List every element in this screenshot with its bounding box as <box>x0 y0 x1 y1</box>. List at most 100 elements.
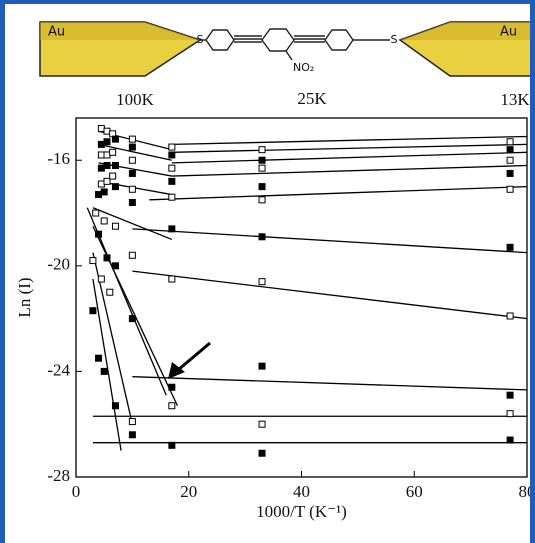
data-point <box>128 418 136 426</box>
data-point <box>258 196 266 204</box>
fit-line <box>149 185 528 201</box>
x-tick-label: 80 <box>519 482 535 501</box>
data-point <box>128 135 136 143</box>
data-point <box>103 151 111 159</box>
data-point <box>168 275 176 283</box>
data-point <box>506 156 514 164</box>
fit-line <box>98 162 172 177</box>
data-point <box>506 146 514 154</box>
data-point <box>506 243 514 251</box>
data-point <box>103 162 111 170</box>
atom-label: NO₂ <box>293 61 314 74</box>
temperature-label: 25K <box>297 89 327 108</box>
data-point <box>168 193 176 201</box>
data-point <box>168 143 176 151</box>
data-point <box>95 230 103 238</box>
molecule <box>200 28 390 61</box>
data-point <box>128 143 136 151</box>
x-tick-label: 60 <box>406 482 423 501</box>
x-tick-label: 0 <box>72 482 81 501</box>
data-point <box>128 315 136 323</box>
data-point <box>109 148 117 156</box>
electrode-shade <box>400 22 530 40</box>
data-point <box>128 431 136 439</box>
electrode-label: Au <box>48 25 65 40</box>
data-point <box>168 164 176 172</box>
data-point <box>97 140 105 148</box>
data-point <box>258 156 266 164</box>
data-point <box>111 402 119 410</box>
temperature-label: 100K <box>116 90 155 109</box>
data-point <box>97 151 105 159</box>
data-point <box>258 449 266 457</box>
data-point <box>103 138 111 146</box>
data-point <box>103 127 111 135</box>
x-axis-label: 1000/T (K⁻¹) <box>256 502 347 521</box>
data-point <box>168 151 176 159</box>
fit-line <box>171 143 528 153</box>
y-axis-label: Ln (I) <box>15 277 34 317</box>
fit-line <box>92 207 173 241</box>
data-point <box>92 209 100 217</box>
data-point <box>258 183 266 191</box>
data-point <box>258 278 266 286</box>
fit-line <box>171 135 528 146</box>
fit-line <box>171 151 528 164</box>
data-point <box>168 177 176 185</box>
data-point <box>111 162 119 170</box>
data-point <box>168 383 176 391</box>
atom-label: S <box>391 33 398 46</box>
electrode-label: Au <box>500 25 517 40</box>
data-point <box>128 169 136 177</box>
data-point <box>258 164 266 172</box>
y-tick-label: -28 <box>47 466 70 485</box>
data-point <box>103 177 111 185</box>
x-tick-label: 20 <box>180 482 197 501</box>
fit-line <box>132 228 528 254</box>
fit-line <box>86 207 167 396</box>
data-point <box>95 354 103 362</box>
data-point <box>103 254 111 262</box>
data-point <box>506 138 514 146</box>
data-point <box>258 362 266 370</box>
data-point <box>95 191 103 199</box>
electrode-shade <box>40 22 200 40</box>
data-point <box>97 275 105 283</box>
y-tick-label: -24 <box>47 360 70 379</box>
data-point <box>100 217 108 225</box>
fit-line <box>132 270 528 320</box>
data-point <box>111 135 119 143</box>
data-point <box>111 183 119 191</box>
data-point <box>100 188 108 196</box>
atom-label: S <box>197 33 204 46</box>
x-tick-label: 40 <box>293 482 310 501</box>
data-point <box>97 125 105 133</box>
fit-line <box>171 164 528 177</box>
data-point <box>168 441 176 449</box>
data-point <box>111 262 119 270</box>
fit-line <box>132 376 528 391</box>
arrow <box>177 341 211 372</box>
data-point <box>128 198 136 206</box>
data-point <box>106 288 114 296</box>
data-point <box>111 222 119 230</box>
data-point <box>109 172 117 180</box>
data-point <box>506 312 514 320</box>
data-point <box>258 146 266 154</box>
data-point <box>128 156 136 164</box>
data-point <box>97 164 105 172</box>
data-point <box>168 225 176 233</box>
fit-line <box>92 278 122 451</box>
data-point <box>258 420 266 428</box>
temperature-label: 13K <box>500 90 530 109</box>
y-tick-label: -20 <box>47 255 70 274</box>
data-point <box>506 169 514 177</box>
fit-line <box>98 143 172 161</box>
data-point <box>100 367 108 375</box>
data-point <box>506 391 514 399</box>
data-point <box>506 410 514 418</box>
data-point <box>506 436 514 444</box>
data-point <box>97 180 105 188</box>
